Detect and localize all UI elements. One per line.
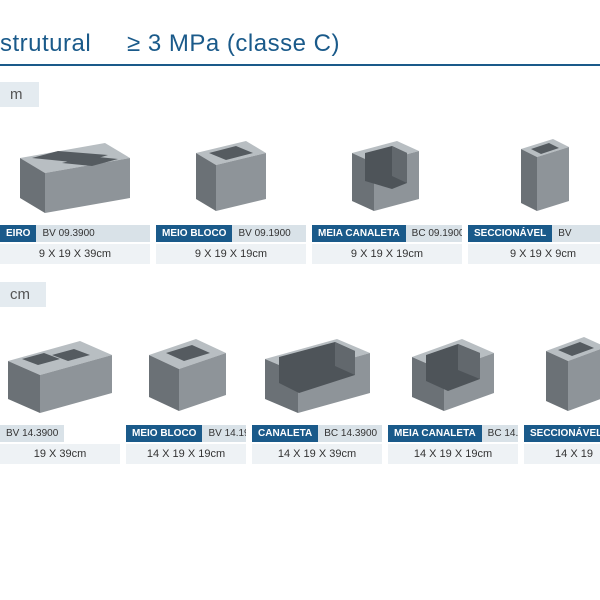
product-tag: MEIA CANALETA	[388, 425, 482, 442]
product-card: BV 14.3900 19 X 39cm	[0, 315, 120, 464]
product-dims: 19 X 39cm	[0, 444, 120, 464]
product-code: BV 09.1900	[232, 225, 306, 242]
product-dims: 9 X 19 X 9cm	[468, 244, 600, 264]
product-code: BC 14.1900	[482, 425, 518, 442]
section-label-1: cm	[0, 282, 46, 307]
product-tag: MEIO BLOCO	[156, 225, 232, 242]
product-tag: EIRO	[0, 225, 36, 242]
product-card: CANALETA BC 14.3900 14 X 19 X 39cm	[252, 315, 382, 464]
section-label-0: m	[0, 82, 39, 107]
product-card: SECCIONÁVEL 14 X 19	[524, 315, 600, 464]
u-channel-icon	[252, 315, 382, 425]
u-channel-icon	[312, 115, 462, 225]
product-code: BV 09.3900	[36, 225, 150, 242]
product-dims: 9 X 19 X 19cm	[156, 244, 306, 264]
product-dims: 14 X 19	[524, 444, 600, 464]
block-icon	[156, 115, 306, 225]
product-row-1: BV 14.3900 19 X 39cm MEIO BLOCO BV 14.19…	[0, 315, 600, 464]
product-code: BC 09.1900	[406, 225, 462, 242]
block-icon	[126, 315, 246, 425]
title-rule	[0, 64, 600, 66]
product-tag: SECCIONÁVEL	[524, 425, 600, 442]
product-card: SECCIONÁVEL BV 9 X 19 X 9cm	[468, 115, 600, 264]
page-title: strutural ≥ 3 MPa (classe C)	[0, 0, 600, 64]
product-dims: 14 X 19 X 19cm	[388, 444, 518, 464]
product-dims: 14 X 19 X 39cm	[252, 444, 382, 464]
product-code: BC 14.3900	[318, 425, 382, 442]
product-card: MEIA CANALETA BC 14.1900 14 X 19 X 19cm	[388, 315, 518, 464]
product-tag: SECCIONÁVEL	[468, 225, 552, 242]
block-icon	[0, 115, 150, 225]
product-card: MEIO BLOCO BV 09.1900 9 X 19 X 19cm	[156, 115, 306, 264]
title-left: strutural	[0, 30, 91, 57]
product-tag: MEIA CANALETA	[312, 225, 406, 242]
catalog-canvas: strutural ≥ 3 MPa (classe C) m EIRO BV 0…	[0, 0, 600, 478]
product-dims: 9 X 19 X 39cm	[0, 244, 150, 264]
product-card: MEIA CANALETA BC 09.1900 9 X 19 X 19cm	[312, 115, 462, 264]
product-card: MEIO BLOCO BV 14.1900 14 X 19 X 19cm	[126, 315, 246, 464]
product-dims: 9 X 19 X 19cm	[312, 244, 462, 264]
block-icon	[0, 315, 120, 425]
product-code: BV 14.1900	[202, 425, 246, 442]
product-row-0: EIRO BV 09.3900 9 X 19 X 39cm MEIO BLOCO…	[0, 115, 600, 264]
product-card: EIRO BV 09.3900 9 X 19 X 39cm	[0, 115, 150, 264]
product-code: BV 14.3900	[0, 425, 64, 442]
product-tag: MEIO BLOCO	[126, 425, 202, 442]
product-dims: 14 X 19 X 19cm	[126, 444, 246, 464]
block-icon	[468, 115, 600, 225]
product-code: BV	[552, 225, 600, 242]
title-right: ≥ 3 MPa (classe C)	[127, 30, 340, 57]
u-channel-icon	[388, 315, 518, 425]
product-tag: CANALETA	[252, 425, 318, 442]
block-icon	[524, 315, 600, 425]
